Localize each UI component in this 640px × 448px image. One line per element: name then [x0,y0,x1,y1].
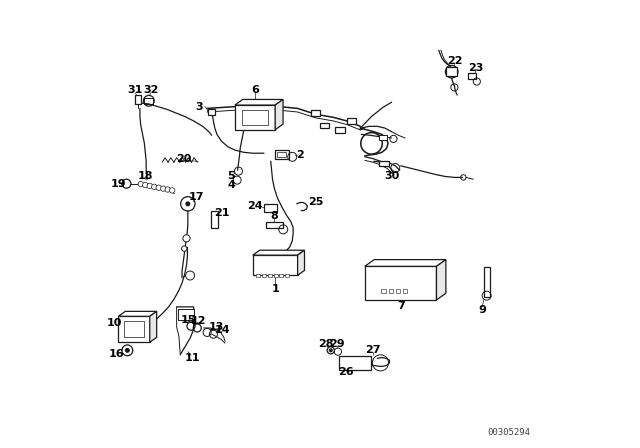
Bar [379,160,388,166]
Bar [403,289,408,293]
Circle shape [147,183,152,189]
Text: 9: 9 [478,305,486,315]
Circle shape [165,187,170,192]
Bar [381,289,386,293]
Circle shape [138,181,143,187]
Bar [278,152,287,157]
Polygon shape [275,99,283,130]
Bar [243,103,254,110]
Text: 27: 27 [365,345,381,355]
Text: 6: 6 [251,85,259,95]
Bar [264,204,278,212]
Bar [177,309,194,320]
Text: 4: 4 [227,180,236,190]
Text: 11: 11 [184,353,200,363]
Text: 30: 30 [384,171,399,181]
Bar [365,266,436,300]
Polygon shape [253,250,305,255]
Circle shape [186,202,189,206]
Bar [339,356,371,370]
Text: 29: 29 [329,339,345,349]
Text: 1: 1 [271,284,279,294]
Bar [446,67,458,76]
Bar [134,95,141,104]
Bar [319,122,330,128]
Bar [310,110,321,116]
Bar [211,211,218,228]
Text: 00305294: 00305294 [488,428,531,437]
Bar [268,273,272,276]
Polygon shape [365,260,446,266]
Bar [253,255,298,275]
Polygon shape [118,311,157,316]
Circle shape [161,186,166,191]
Text: 8: 8 [271,211,278,221]
Polygon shape [298,250,305,275]
Bar [256,103,268,110]
Text: 31: 31 [128,86,143,95]
Polygon shape [235,99,283,105]
Text: 23: 23 [468,63,484,73]
Text: 12: 12 [190,316,206,326]
Bar [396,289,400,293]
Bar [274,273,278,276]
Circle shape [170,188,175,193]
Bar [262,273,266,276]
Circle shape [125,349,129,352]
Circle shape [183,235,190,242]
Bar [208,109,215,115]
Bar [266,222,283,228]
Bar [468,73,476,79]
Text: 18: 18 [138,171,153,181]
Bar [118,316,150,342]
Bar [235,105,275,130]
Text: 20: 20 [175,154,191,164]
Bar [145,98,154,104]
Text: 17: 17 [189,192,205,202]
Text: 25: 25 [308,197,323,207]
Text: 32: 32 [143,86,158,95]
Bar [335,127,345,133]
Text: 26: 26 [338,367,354,377]
Text: 28: 28 [317,339,333,349]
Text: 13: 13 [209,322,224,332]
Circle shape [182,246,187,251]
Text: 14: 14 [214,325,230,335]
Text: 7: 7 [397,301,404,310]
Text: 21: 21 [214,208,229,218]
Bar [379,135,387,140]
Text: 5: 5 [227,171,235,181]
Text: 10: 10 [107,319,122,328]
Polygon shape [436,260,446,300]
Text: 19: 19 [111,179,126,189]
Circle shape [330,349,332,352]
Circle shape [152,184,157,190]
Bar [285,273,289,276]
Circle shape [156,185,161,190]
Circle shape [143,182,148,188]
Bar [347,118,356,124]
Bar [280,273,284,276]
Text: 16: 16 [108,349,124,359]
Bar [275,150,289,159]
Bar [256,273,260,276]
Text: 15: 15 [181,315,196,325]
Polygon shape [150,311,157,342]
Bar [124,322,144,337]
Text: 24: 24 [247,201,263,211]
Bar [241,110,269,125]
Text: 3: 3 [195,102,203,112]
Bar [484,267,490,297]
Bar [388,289,393,293]
Text: 22: 22 [447,56,462,66]
Text: 2: 2 [296,150,304,159]
